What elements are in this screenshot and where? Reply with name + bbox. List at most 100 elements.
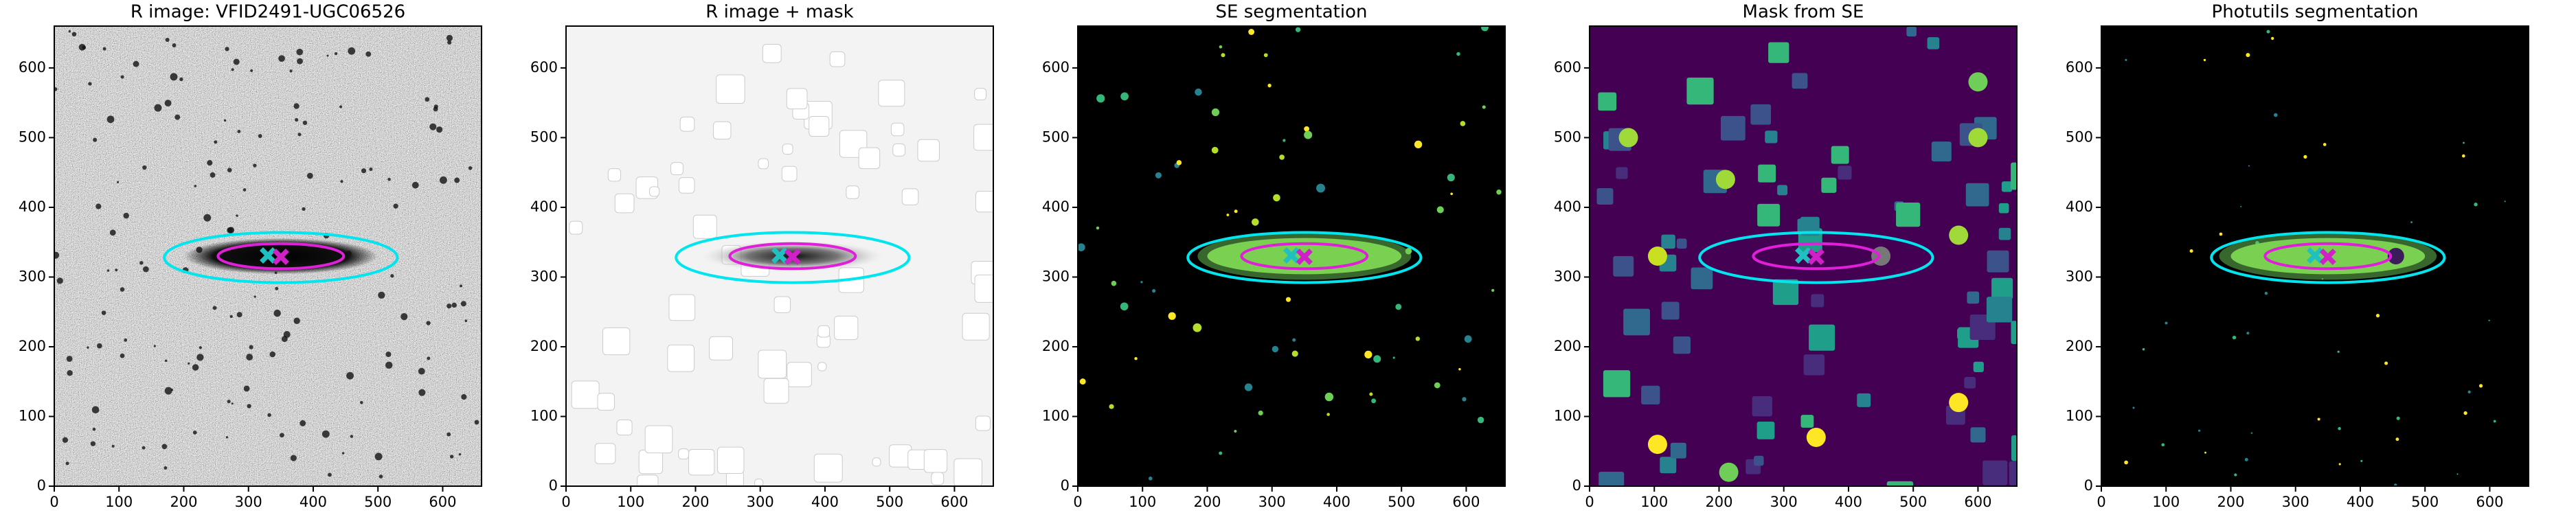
y-tick-label: 100 [1554, 407, 1581, 424]
source [447, 40, 452, 45]
masked-region [773, 296, 791, 313]
axes-frame [54, 25, 482, 487]
source [360, 401, 363, 404]
masked-region [709, 336, 734, 360]
y-tick-label: 300 [1554, 268, 1581, 284]
segment [1134, 356, 1138, 360]
mask-square [2011, 162, 2017, 190]
x-tick-label: 500 [1899, 494, 1927, 510]
y-tick-label: 500 [1042, 128, 1070, 145]
source [88, 82, 92, 86]
segment [2478, 384, 2483, 388]
source [236, 214, 238, 217]
aperture-ellipse [1240, 242, 1369, 271]
segment [1176, 160, 1182, 165]
source [433, 106, 438, 112]
source [120, 75, 124, 79]
source [418, 367, 425, 375]
x-tick-label: 400 [1835, 494, 1862, 510]
panel-title: Photutils segmentation [2212, 2, 2419, 23]
source [133, 60, 139, 67]
segment [2132, 407, 2135, 409]
mask-square [1927, 37, 1940, 49]
center-marker [784, 249, 801, 266]
x-tick-label: 200 [681, 494, 709, 510]
source [225, 436, 229, 439]
y-tick-label: 100 [530, 407, 558, 424]
mask-circle [1647, 435, 1667, 455]
segment [1096, 226, 1100, 230]
source [106, 115, 115, 124]
segment [2463, 141, 2465, 144]
masked-region [717, 446, 745, 474]
mask-square [1596, 187, 1614, 205]
masked-region [668, 294, 696, 321]
x-tick-label: 300 [1770, 494, 1798, 510]
source [164, 387, 172, 395]
mask-square [1670, 442, 1686, 459]
segment [1148, 476, 1153, 481]
axes-frame [1589, 25, 2018, 487]
axes-frame [1077, 25, 1506, 487]
mask-square [1754, 455, 1764, 466]
segment [2197, 429, 2201, 432]
x-tick-label: 100 [617, 494, 644, 510]
segment [1326, 413, 1330, 416]
mask-square [1623, 308, 1650, 336]
mask-square [1772, 279, 1799, 306]
segment [2246, 332, 2250, 335]
source [223, 119, 227, 122]
source [302, 207, 306, 211]
source [449, 455, 454, 459]
x-tick-label: 500 [2411, 494, 2439, 510]
panel-title: Mask from SE [1743, 2, 1864, 23]
source [227, 227, 235, 233]
source [242, 188, 247, 192]
segment [2317, 417, 2320, 421]
mask-square [1641, 385, 1660, 405]
x-tick-label: 400 [300, 494, 327, 510]
source [174, 114, 181, 120]
x-tick-label: 100 [105, 494, 133, 510]
source [194, 185, 197, 187]
source [231, 68, 234, 71]
source [231, 402, 234, 405]
center-marker [1795, 247, 1811, 264]
masked-region [688, 449, 715, 476]
source [297, 133, 302, 137]
mask-square [1691, 267, 1713, 290]
masked-region [758, 350, 787, 379]
mask-square [1821, 177, 1837, 193]
y-tick-label: 600 [1042, 59, 1070, 76]
mask-square [1970, 427, 1986, 443]
source [378, 291, 385, 299]
segment [1304, 130, 1313, 139]
segment [1221, 53, 1225, 58]
mask-square [1886, 481, 1914, 486]
source [275, 286, 279, 290]
segment [1120, 302, 1129, 311]
masked-region [901, 188, 919, 205]
source [172, 43, 177, 47]
panel-title: R image: VFID2491-UGC06526 [131, 2, 405, 23]
source [116, 181, 120, 183]
source [451, 302, 457, 308]
segment [1283, 139, 1286, 142]
segment [1111, 280, 1117, 286]
aperture-ellipse [1752, 242, 1881, 271]
masked-region [974, 274, 993, 303]
source [106, 269, 110, 272]
center-marker [272, 249, 289, 266]
mask-square [1758, 164, 1776, 183]
source [67, 370, 73, 376]
segment [1460, 121, 1466, 126]
source [447, 304, 452, 309]
source [196, 354, 204, 361]
mask-circle [1719, 462, 1739, 482]
source [229, 314, 233, 319]
segment [1152, 289, 1156, 293]
source [123, 212, 129, 219]
segment [1496, 190, 1502, 195]
segment [1304, 126, 1310, 132]
source [369, 167, 373, 172]
